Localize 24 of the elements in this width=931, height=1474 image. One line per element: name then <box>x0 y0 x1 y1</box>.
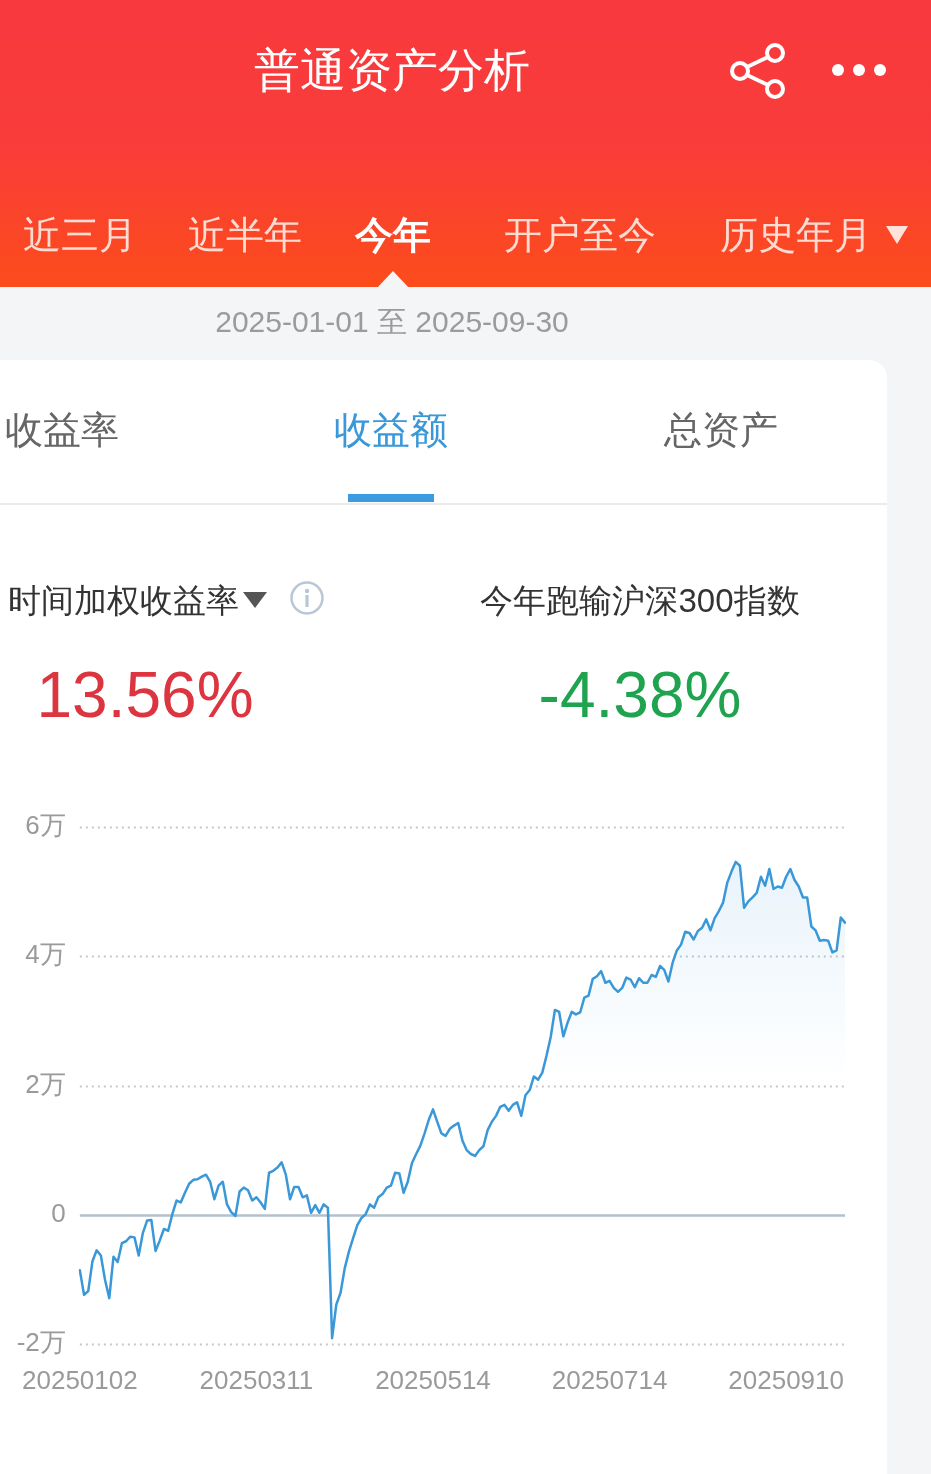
x-tick-label: 20250102 <box>22 1364 138 1395</box>
chart-title: 普通资产分析 <box>254 44 530 96</box>
chart-subtitle: 2025-01-01 至 2025-09-30 <box>215 305 569 338</box>
x-tick-label: 20250714 <box>551 1364 668 1395</box>
text: 收益额 <box>334 409 448 451</box>
text: 总资产 <box>664 409 778 451</box>
x-tick-label: 20250910 <box>728 1364 844 1395</box>
text: 历史年月 <box>720 214 872 256</box>
y-tick-label: 4万 <box>25 939 66 970</box>
text: 今年跑输沪深300指数 <box>480 581 800 619</box>
text: 开户至今 <box>504 214 656 256</box>
y-tick-label: -2万 <box>16 1327 66 1358</box>
text: 近三月 <box>23 214 137 256</box>
text: 近半年 <box>188 214 302 256</box>
text: 收益率 <box>5 409 119 451</box>
text: 13.56% <box>36 659 254 731</box>
y-tick-label: 0 <box>51 1197 66 1228</box>
x-tick-label: 20250514 <box>375 1364 491 1395</box>
y-tick-label: 2万 <box>25 1068 66 1099</box>
text: 时间加权收益率 <box>8 582 239 619</box>
text: -4.38% <box>538 659 742 731</box>
x-tick-label: 20250311 <box>199 1364 314 1395</box>
text: 今年 <box>355 214 431 256</box>
y-tick-label: 6万 <box>25 810 66 841</box>
